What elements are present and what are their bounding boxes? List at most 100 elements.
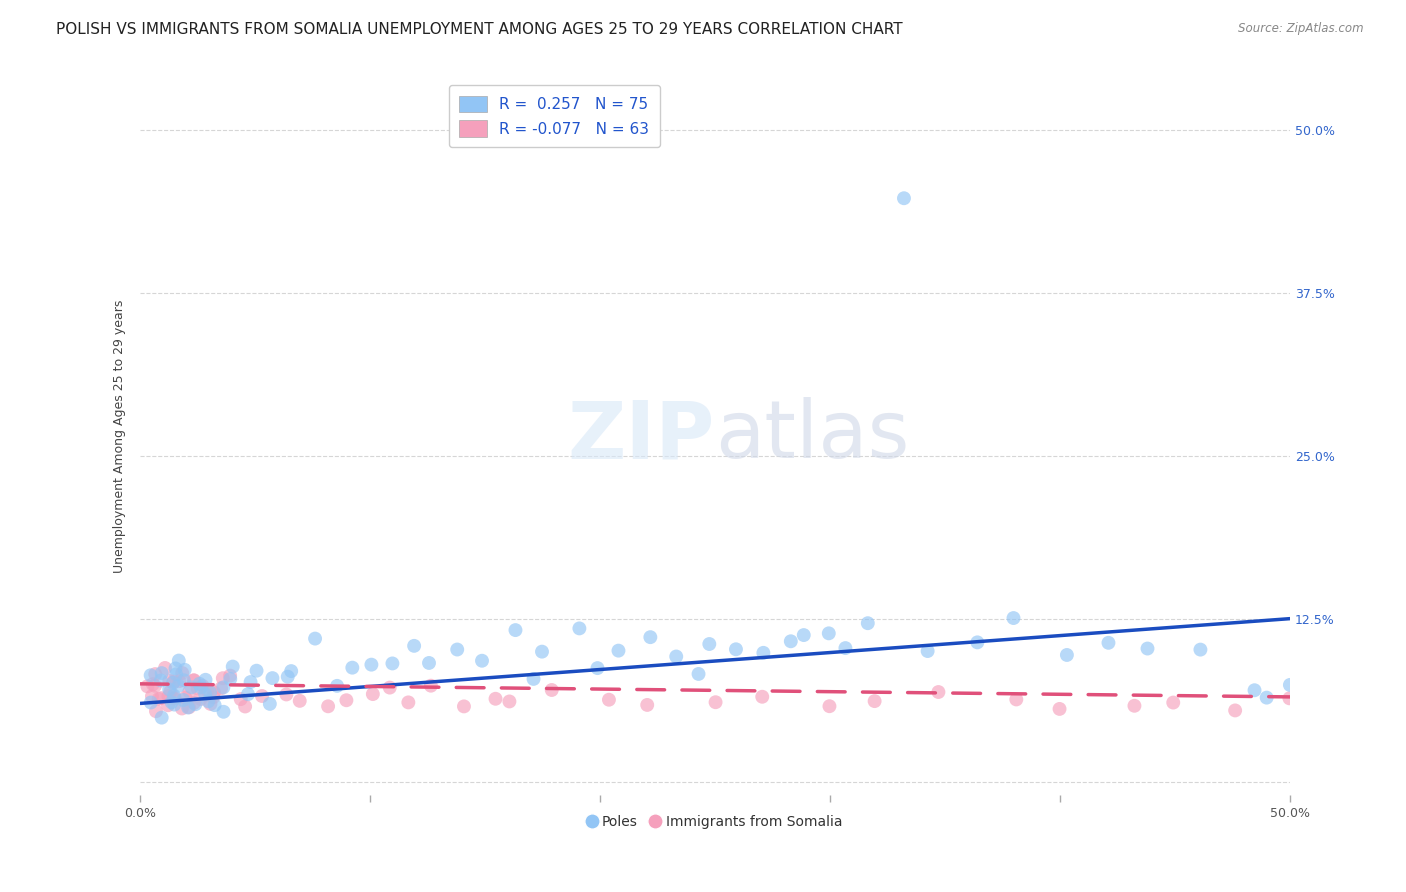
Point: [471, 654, 494, 668]
Point: [180, 680, 202, 694]
Point: [183, 696, 205, 710]
Point: [169, 674, 191, 689]
Point: [665, 649, 688, 664]
Point: [194, 687, 217, 701]
Point: [636, 698, 658, 712]
Point: [149, 673, 172, 688]
Point: [259, 697, 281, 711]
Point: [222, 659, 245, 673]
Point: [159, 684, 181, 698]
Point: [697, 637, 720, 651]
Point: [162, 674, 184, 689]
Point: [724, 642, 747, 657]
Point: [172, 693, 194, 707]
Point: [1161, 696, 1184, 710]
Point: [598, 692, 620, 706]
Point: [141, 689, 163, 703]
Point: [607, 643, 630, 657]
Text: Source: ZipAtlas.com: Source: ZipAtlas.com: [1239, 22, 1364, 36]
Point: [378, 681, 401, 695]
Point: [856, 616, 879, 631]
Point: [204, 698, 226, 713]
Point: [163, 689, 186, 703]
Point: [194, 673, 217, 687]
Point: [179, 700, 201, 714]
Point: [250, 689, 273, 703]
Point: [498, 694, 520, 708]
Point: [540, 683, 562, 698]
Point: [173, 673, 195, 688]
Point: [418, 656, 440, 670]
Point: [219, 668, 242, 682]
Point: [197, 694, 219, 708]
Point: [568, 621, 591, 635]
Point: [229, 692, 252, 706]
Point: [704, 695, 727, 709]
Point: [288, 694, 311, 708]
Point: [1278, 678, 1301, 692]
Point: [179, 684, 201, 698]
Point: [157, 682, 180, 697]
Point: [142, 677, 165, 691]
Point: [139, 696, 162, 710]
Point: [148, 691, 170, 706]
Point: [1278, 691, 1301, 706]
Point: [522, 672, 544, 686]
Point: [316, 699, 339, 714]
Text: ZIP: ZIP: [568, 397, 716, 475]
Point: [1256, 690, 1278, 705]
Point: [793, 628, 815, 642]
Point: [183, 673, 205, 688]
Point: [1189, 642, 1212, 657]
Point: [195, 683, 218, 698]
Point: [484, 691, 506, 706]
Point: [156, 698, 179, 713]
Point: [150, 666, 173, 681]
Text: POLISH VS IMMIGRANTS FROM SOMALIA UNEMPLOYMENT AMONG AGES 25 TO 29 YEARS CORRELA: POLISH VS IMMIGRANTS FROM SOMALIA UNEMPL…: [56, 22, 903, 37]
Point: [136, 679, 159, 693]
Point: [640, 630, 662, 644]
Point: [326, 679, 349, 693]
Point: [184, 697, 207, 711]
Text: atlas: atlas: [716, 397, 910, 475]
Point: [212, 681, 235, 695]
Point: [834, 641, 856, 656]
Point: [262, 671, 284, 685]
Point: [163, 691, 186, 706]
Point: [276, 688, 298, 702]
Point: [157, 689, 180, 703]
Point: [360, 657, 382, 672]
Point: [1136, 641, 1159, 656]
Point: [190, 680, 212, 694]
Point: [150, 691, 173, 706]
Point: [165, 667, 187, 681]
Point: [187, 681, 209, 696]
Point: [143, 679, 166, 693]
Point: [917, 644, 939, 658]
Point: [198, 685, 221, 699]
Point: [153, 661, 176, 675]
Point: [342, 661, 364, 675]
Point: [1056, 648, 1078, 662]
Point: [188, 677, 211, 691]
Point: [139, 668, 162, 682]
Point: [1097, 636, 1119, 650]
Point: [157, 673, 180, 688]
Point: [200, 697, 222, 711]
Point: [752, 646, 775, 660]
Point: [167, 654, 190, 668]
Point: [1049, 702, 1071, 716]
Point: [818, 699, 841, 714]
Point: [145, 704, 167, 718]
Point: [863, 694, 886, 708]
Point: [586, 661, 609, 675]
Point: [751, 690, 773, 704]
Point: [1002, 611, 1025, 625]
Point: [190, 692, 212, 706]
Point: [419, 679, 441, 693]
Point: [172, 666, 194, 681]
Point: [212, 705, 235, 719]
Point: [304, 632, 326, 646]
Point: [817, 626, 839, 640]
Point: [170, 701, 193, 715]
